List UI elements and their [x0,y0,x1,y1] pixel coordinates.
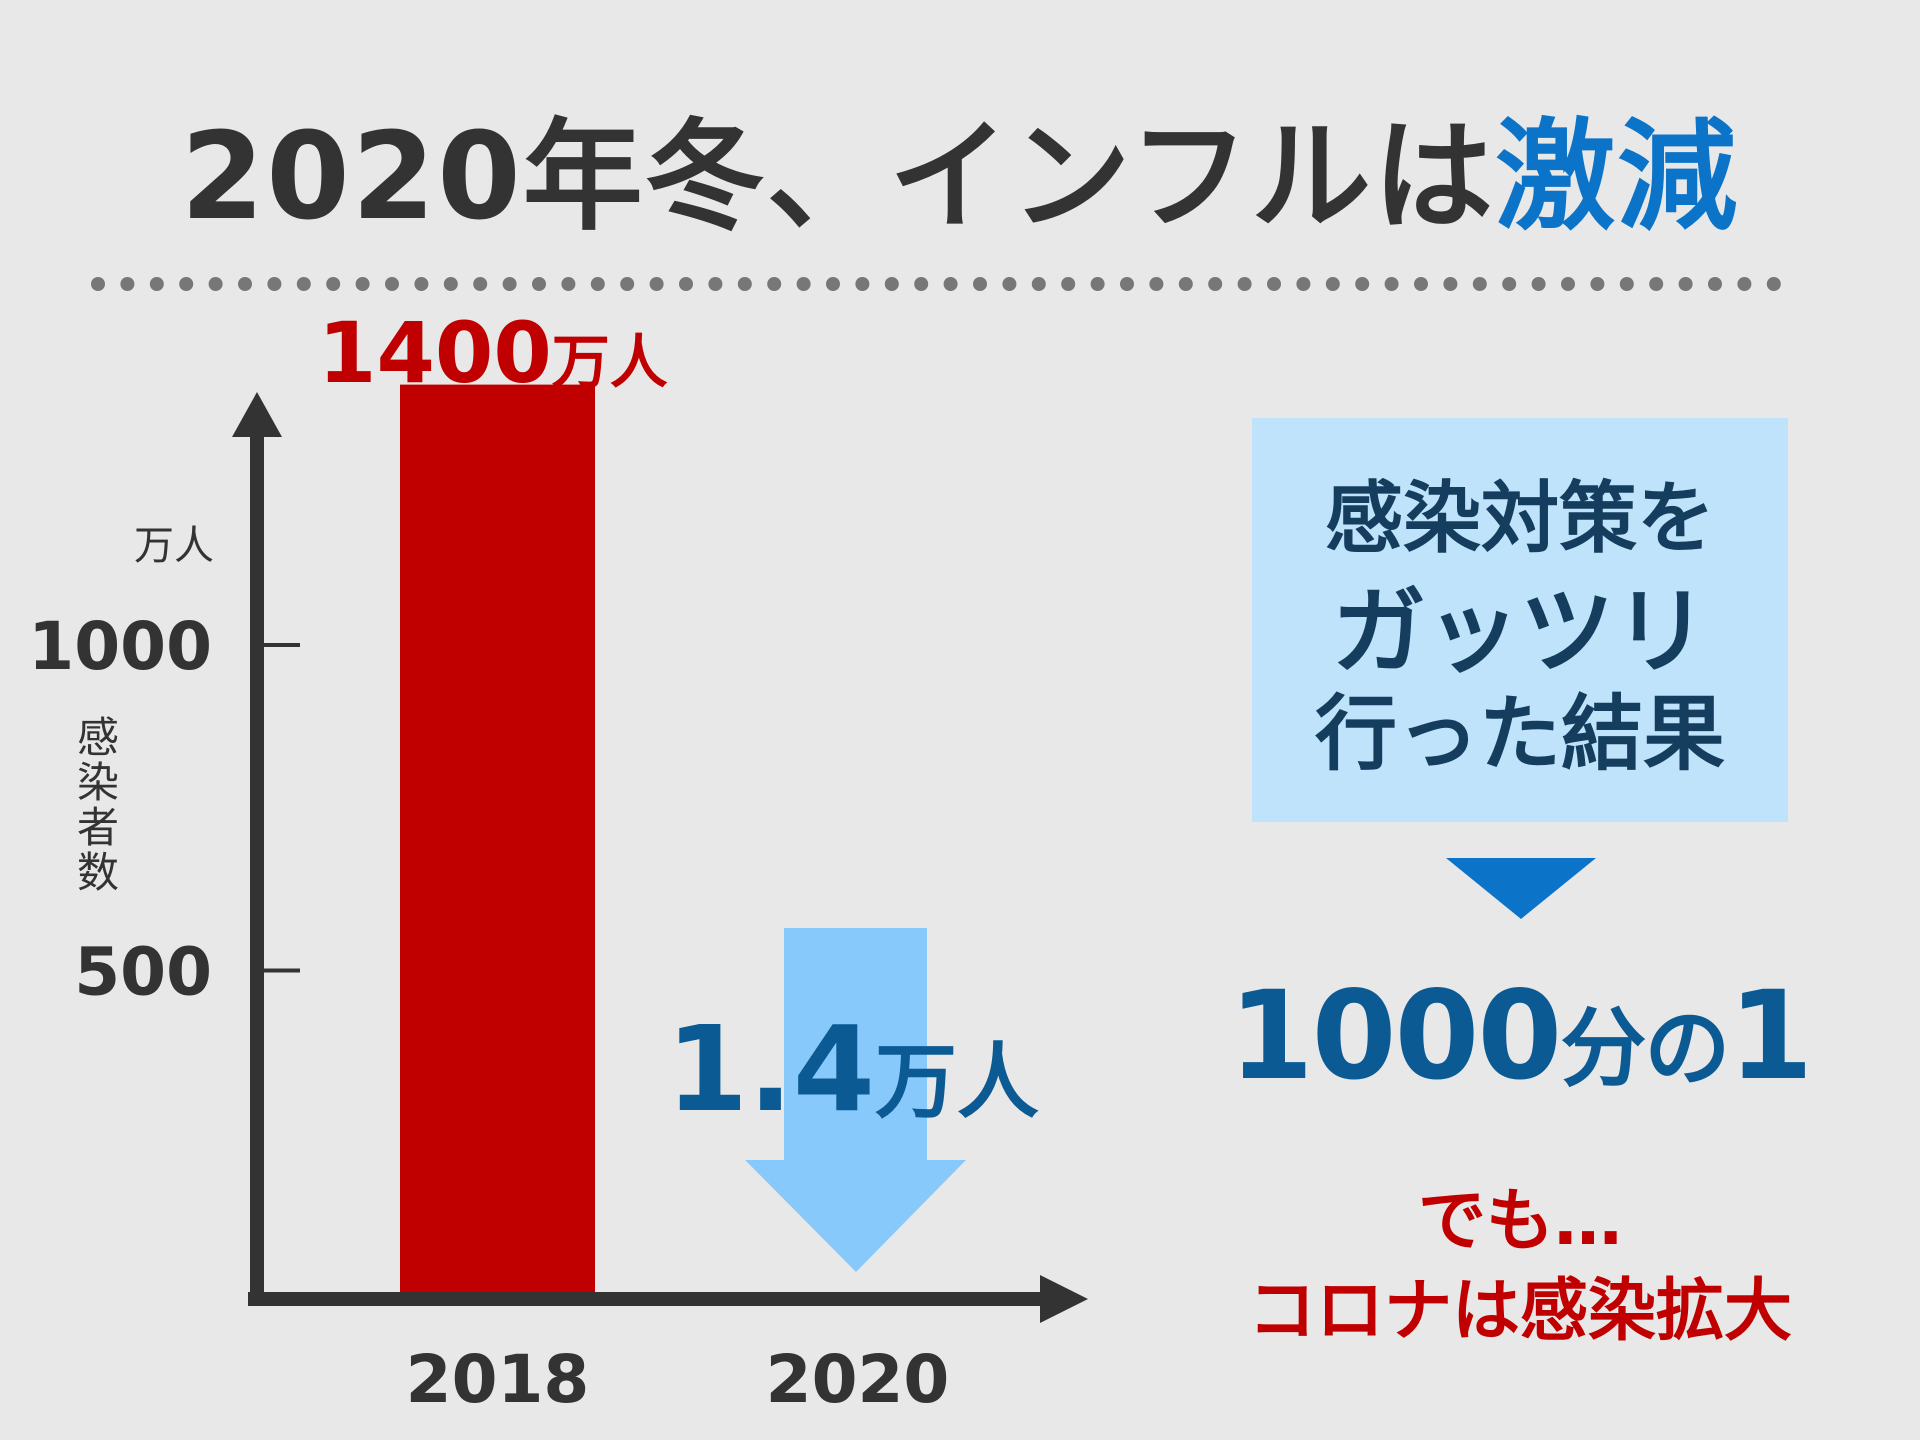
separator-dot [1619,277,1634,291]
y-unit-label: 万人 [134,523,214,569]
separator-dot [590,277,605,291]
separator-dot [1355,277,1370,291]
y-axis-label-char: 数 [77,848,119,897]
separator-dot [296,277,311,291]
separator-dot [1531,277,1546,291]
separator-dot [1149,277,1164,291]
title-accent: 激減 [1495,108,1740,247]
value-label-2020: 1.4万人 [666,1000,1039,1138]
value-label-2018-number: 1400 [318,304,552,402]
separator-dot [796,277,811,291]
ratio-num-b: 1 [1728,965,1813,1107]
separator-dot [1443,277,1458,291]
separator-dot [502,277,517,291]
separator-dot [443,277,458,291]
y-axis-label-char: 染 [77,758,119,807]
y-tick-label: 1000 [28,608,212,685]
y-tick-label: 500 [74,934,212,1011]
ratio-mid: 分の [1560,999,1730,1099]
separator-dot [532,277,546,291]
separator-dot [1472,277,1487,291]
separator-dot [238,277,252,291]
separator-dot [1766,277,1781,291]
value-label-2018: 1400万人 [318,304,668,402]
value-label-2020-unit: 万人 [875,1035,1039,1130]
separator-dot [649,277,664,291]
x-axis-arrow-icon [1040,1275,1088,1323]
title-main: 2020年冬、インフルは [180,108,1496,247]
callout-line-1: 感染対策を [1324,474,1715,564]
separator-dot [1178,277,1193,291]
separator-dot [973,277,987,291]
separator-dot [855,277,870,291]
value-label-2020-number: 1.4 [666,1000,875,1138]
separator-dot [1090,277,1105,291]
y-axis-label-char: 感 [77,713,119,762]
separator-dot [1502,277,1517,291]
separator-dot [561,277,576,291]
separator-dot [120,277,135,291]
x-tick-label-2018: 2018 [406,1341,590,1418]
separator-dot [620,277,635,291]
separator-dot [1296,277,1311,291]
separator-dot [179,277,194,291]
y-axis-arrow-icon [232,392,282,437]
note-line-2: コロナは感染拡大 [1247,1272,1792,1351]
separator-dot [1208,277,1223,291]
separator-dot [1002,277,1017,291]
x-tick-label-2020: 2020 [766,1341,950,1418]
separator-dot [1678,277,1693,291]
decrease-arrow-icon [745,928,966,1272]
callout-line-2: ガッツリ [1331,578,1708,687]
separator-dot [149,277,164,291]
separator-dot [473,277,488,291]
separator-dot [1267,277,1281,291]
separator-dot [1325,277,1340,291]
note-line-1: でも… [1417,1182,1622,1261]
page-title: 2020年冬、インフルは激減 [0,118,1920,238]
ratio-num-a: 1000 [1228,965,1563,1107]
down-triangle-icon [1446,858,1596,919]
separator-dot [679,277,693,291]
separator-dot [884,277,899,291]
separator-dot [1561,277,1575,291]
separator-dot [767,277,782,291]
callout-box: 感染対策を ガッツリ 行った結果 [1252,418,1788,822]
separator-dot [1414,277,1428,291]
callout-line-3: 行った結果 [1314,687,1725,782]
separator-dot [208,277,223,291]
separator-dot [385,277,399,291]
separator-dot [1649,277,1664,291]
separator-dot [1031,277,1046,291]
separator-dot [267,277,282,291]
separator-dot [914,277,929,291]
separator-dot [1384,277,1399,291]
separator-dot [91,277,105,291]
separator-dot [1590,277,1605,291]
separator-dot [737,277,752,291]
separator-dot [326,277,341,291]
separator-dot [1061,277,1076,291]
value-label-2018-unit: 万人 [552,328,668,396]
separator-dot [708,277,723,291]
separator-dot [943,277,958,291]
separator-dot [1737,277,1752,291]
separator-dot [1708,277,1722,291]
separator-dot [1237,277,1252,291]
separator-dot [355,277,370,291]
result-ratio: 1000分の1 [1190,975,1850,1097]
separator-dot [1120,277,1134,291]
y-axis-label-char: 者 [77,803,119,852]
separator-dot [826,277,840,291]
separator-dot [414,277,429,291]
bar-2018 [400,384,595,1297]
